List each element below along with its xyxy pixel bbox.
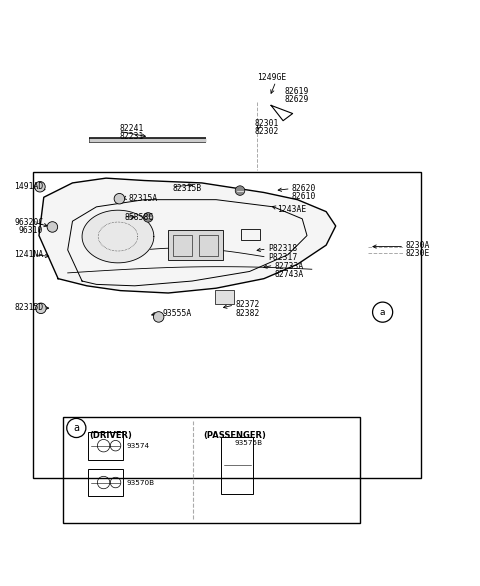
Text: 96320C: 96320C xyxy=(14,217,43,227)
Text: 82733A: 82733A xyxy=(275,262,304,271)
Circle shape xyxy=(144,213,153,222)
Text: 93574: 93574 xyxy=(127,442,150,449)
Bar xyxy=(88,432,123,459)
Text: 8230A: 8230A xyxy=(405,241,430,250)
Text: 82241: 82241 xyxy=(120,124,144,134)
Circle shape xyxy=(235,186,245,195)
Polygon shape xyxy=(39,178,336,293)
Circle shape xyxy=(35,182,45,192)
Text: a: a xyxy=(380,308,385,316)
Text: 82372: 82372 xyxy=(235,301,260,309)
Text: 82301: 82301 xyxy=(254,118,279,128)
Text: P82317: P82317 xyxy=(268,253,297,261)
Text: 93575B: 93575B xyxy=(234,441,262,447)
Circle shape xyxy=(36,303,46,314)
Text: 82610: 82610 xyxy=(292,192,316,202)
Bar xyxy=(33,172,421,478)
Text: a: a xyxy=(73,423,79,433)
Bar xyxy=(215,290,234,304)
Bar xyxy=(63,417,360,523)
Text: 82315A: 82315A xyxy=(129,194,158,203)
Text: P82318: P82318 xyxy=(268,244,297,254)
Circle shape xyxy=(114,193,125,204)
Text: 82620: 82620 xyxy=(292,184,316,193)
Text: 1249GE: 1249GE xyxy=(257,73,286,82)
Bar xyxy=(168,230,223,260)
Circle shape xyxy=(154,312,164,322)
Bar xyxy=(241,229,260,240)
Text: 82315D: 82315D xyxy=(14,303,43,312)
Polygon shape xyxy=(82,210,154,263)
Text: 82619: 82619 xyxy=(284,87,309,96)
Text: 82302: 82302 xyxy=(254,127,279,136)
Text: 82743A: 82743A xyxy=(275,270,304,280)
Text: (DRIVER): (DRIVER) xyxy=(89,431,132,440)
Text: 82231: 82231 xyxy=(120,132,144,141)
Text: 1491AD: 1491AD xyxy=(14,182,43,191)
Bar xyxy=(221,437,253,494)
Text: 8230E: 8230E xyxy=(405,249,430,258)
Text: (PASSENGER): (PASSENGER) xyxy=(203,431,266,440)
Bar xyxy=(88,469,123,496)
Bar xyxy=(199,234,218,255)
Bar xyxy=(173,234,192,255)
Text: 93555A: 93555A xyxy=(162,309,192,318)
Circle shape xyxy=(47,222,58,232)
Text: 82315B: 82315B xyxy=(173,184,202,193)
Text: 1243AE: 1243AE xyxy=(277,205,307,214)
Text: 82629: 82629 xyxy=(284,95,309,104)
Text: 85858C: 85858C xyxy=(124,213,154,222)
Text: 96310: 96310 xyxy=(19,226,43,235)
Text: 93570B: 93570B xyxy=(127,479,155,486)
Text: 82382: 82382 xyxy=(235,309,260,318)
Text: 1241NA: 1241NA xyxy=(14,250,43,259)
